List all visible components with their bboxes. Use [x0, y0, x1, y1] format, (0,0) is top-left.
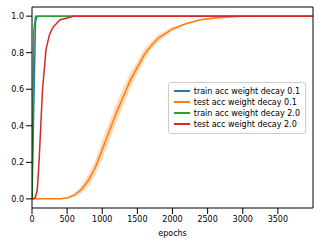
svg-text:1.0: 1.0 [11, 12, 24, 21]
svg-text:2000: 2000 [162, 215, 182, 224]
svg-text:3000: 3000 [233, 215, 253, 224]
svg-text:500: 500 [59, 215, 74, 224]
svg-text:0.8: 0.8 [11, 49, 24, 58]
svg-text:3500: 3500 [268, 215, 288, 224]
svg-text:epochs: epochs [158, 229, 187, 238]
svg-text:0.6: 0.6 [11, 85, 24, 94]
html-text:train acc weight decay 0.1: train acc weight decay 0.1 [193, 86, 300, 96]
svg-text:0.0: 0.0 [11, 195, 24, 204]
html-text:train acc weight decay 2.0: train acc weight decay 2.0 [193, 108, 300, 118]
svg-text:1000: 1000 [92, 215, 112, 224]
svg-text:0.2: 0.2 [11, 158, 24, 167]
html-text:test acc weight decay 2.0: test acc weight decay 2.0 [193, 119, 297, 129]
html-text:test acc weight decay 0.1: test acc weight decay 0.1 [193, 97, 297, 107]
svg-text:2500: 2500 [197, 215, 217, 224]
svg-text:0: 0 [29, 215, 34, 224]
svg-text:1500: 1500 [127, 215, 147, 224]
svg-text:0.4: 0.4 [11, 122, 24, 131]
